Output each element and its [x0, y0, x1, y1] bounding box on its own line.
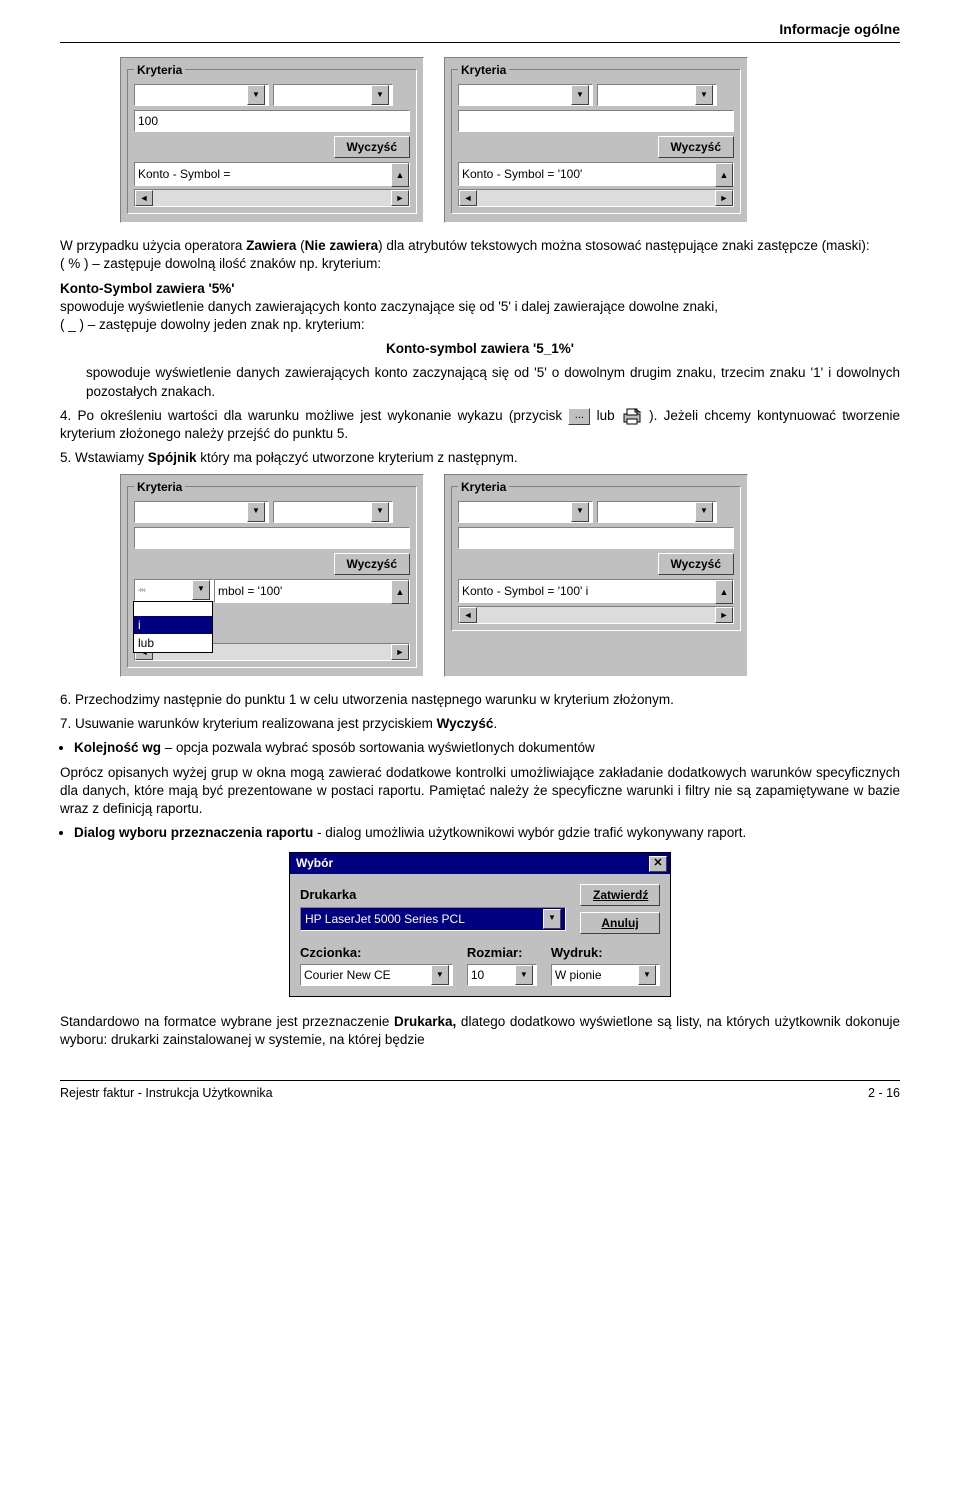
horizontal-scrollbar[interactable]: ◄ ► [134, 189, 410, 207]
criteria-listbox[interactable]: Konto - Symbol = '100' i ▲ [458, 579, 734, 603]
close-icon[interactable]: ✕ [649, 856, 667, 872]
selected-option [138, 588, 146, 592]
criteria-text: Konto - Symbol = '100' i [462, 583, 588, 599]
chevron-down-icon[interactable]: ▼ [571, 502, 589, 522]
attribute-combo[interactable]: ▼ [134, 84, 269, 106]
value-input[interactable] [458, 110, 734, 132]
clear-button[interactable]: Wyczyść [658, 136, 734, 158]
paragraph-2: Konto-Symbol zawiera '5%' spowoduje wyśw… [60, 280, 900, 335]
criteria-listbox[interactable]: mbol = '100' ▲ [214, 579, 410, 603]
chevron-down-icon[interactable]: ▼ [247, 85, 265, 105]
czcionka-label: Czcionka: [300, 944, 453, 962]
attribute-combo[interactable]: ▼ [458, 84, 593, 106]
bullet-dialog: Dialog wyboru przeznaczenia raportu - di… [74, 824, 900, 842]
rozmiar-label: Rozmiar: [467, 944, 537, 962]
panel-row-mid: Kryteria ▼ ▼ Wyczyść ▼ i lub [120, 474, 900, 677]
paragraph-1: W przypadku użycia operatora Zawiera (Ni… [60, 237, 900, 273]
horizontal-scrollbar[interactable]: ◄ ► [458, 606, 734, 624]
page-header: Informacje ogólne [60, 20, 900, 43]
chevron-down-icon[interactable]: ▼ [695, 502, 713, 522]
chevron-down-icon[interactable]: ▼ [247, 502, 265, 522]
printer-select[interactable]: HP LaserJet 5000 Series PCL ▼ [300, 907, 566, 931]
chevron-down-icon[interactable]: ▼ [371, 85, 389, 105]
option-lub[interactable]: lub [134, 634, 212, 652]
cancel-button[interactable]: Anuluj [580, 912, 660, 934]
value-input[interactable] [458, 527, 734, 549]
font-combo[interactable]: Courier New CE▼ [300, 964, 453, 986]
print-icon [621, 407, 643, 425]
legend: Kryteria [134, 479, 185, 495]
scroll-up-icon[interactable]: ▲ [715, 163, 733, 187]
chevron-down-icon[interactable]: ▼ [192, 580, 210, 600]
scroll-up-icon[interactable]: ▲ [715, 580, 733, 604]
wybor-dialog: Wybór ✕ Drukarka HP LaserJet 5000 Series… [289, 852, 671, 997]
item-7: 7. Usuwanie warunków kryterium realizowa… [60, 715, 900, 733]
orientation-combo[interactable]: W pionie▼ [551, 964, 660, 986]
legend: Kryteria [458, 62, 509, 78]
chevron-down-icon[interactable]: ▼ [571, 85, 589, 105]
chevron-down-icon[interactable]: ▼ [695, 85, 713, 105]
footer-left: Rejestr faktur - Instrukcja Użytkownika [60, 1085, 273, 1102]
scroll-right-icon[interactable]: ► [391, 190, 409, 206]
clear-button[interactable]: Wyczyść [658, 553, 734, 575]
attribute-combo[interactable]: ▼ [458, 501, 593, 523]
scroll-right-icon[interactable]: ► [715, 607, 733, 623]
legend: Kryteria [134, 62, 185, 78]
scroll-right-icon[interactable]: ► [391, 644, 409, 660]
kryteria-panel-right-2: Kryteria ▼ ▼ Wyczyść Konto - Symbol = '1… [444, 474, 748, 677]
titlebar: Wybór ✕ [290, 853, 670, 873]
kryteria-panel-left-1: Kryteria ▼ ▼ 100 Wyczyść Konto - Symbol … [120, 57, 424, 223]
criteria-text: Konto - Symbol = '100' [462, 166, 582, 182]
criteria-text: Konto - Symbol = [138, 166, 230, 182]
dialog-title: Wybór [296, 855, 333, 871]
legend: Kryteria [458, 479, 509, 495]
value-input[interactable] [134, 527, 410, 549]
operator-combo[interactable]: ▼ [597, 84, 717, 106]
clear-button[interactable]: Wyczyść [334, 553, 410, 575]
chevron-down-icon[interactable]: ▼ [371, 502, 389, 522]
scroll-left-icon[interactable]: ◄ [135, 190, 153, 206]
panel-row-top: Kryteria ▼ ▼ 100 Wyczyść Konto - Symbol … [120, 57, 900, 223]
clear-button[interactable]: Wyczyść [334, 136, 410, 158]
criteria-text: mbol = '100' [218, 583, 282, 599]
conjunction-combo[interactable]: ▼ i lub [134, 579, 214, 603]
kryteria-panel-right-1: Kryteria ▼ ▼ Wyczyść Konto - Symbol = '1… [444, 57, 748, 223]
chevron-down-icon[interactable]: ▼ [638, 965, 656, 985]
value-input[interactable]: 100 [134, 110, 410, 132]
item-4: 4. Po określeniu wartości dla warunku mo… [60, 407, 900, 444]
chevron-down-icon[interactable]: ▼ [515, 965, 533, 985]
criteria-listbox[interactable]: Konto - Symbol = ▲ [134, 162, 410, 186]
scroll-up-icon[interactable]: ▲ [391, 580, 409, 604]
printer-value: HP LaserJet 5000 Series PCL [305, 911, 465, 927]
criteria-listbox[interactable]: Konto - Symbol = '100' ▲ [458, 162, 734, 186]
kryteria-panel-left-2: Kryteria ▼ ▼ Wyczyść ▼ i lub [120, 474, 424, 677]
scroll-right-icon[interactable]: ► [715, 190, 733, 206]
horizontal-scrollbar[interactable]: ◄ ► [458, 189, 734, 207]
chevron-down-icon[interactable]: ▼ [431, 965, 449, 985]
paragraph-3-rest: spowoduje wyświetlenie danych zawierając… [86, 364, 900, 400]
bullet-kolejnosc: Kolejność wg – opcja pozwala wybrać spos… [74, 739, 900, 757]
dropdown-list[interactable]: i lub [133, 601, 213, 653]
drukarka-label: Drukarka [300, 886, 566, 904]
option-i[interactable]: i [134, 616, 212, 634]
scroll-left-icon[interactable]: ◄ [459, 607, 477, 623]
scroll-left-icon[interactable]: ◄ [459, 190, 477, 206]
attribute-combo[interactable]: ▼ [134, 501, 269, 523]
operator-combo[interactable]: ▼ [273, 501, 393, 523]
size-combo[interactable]: 10▼ [467, 964, 537, 986]
page-footer: Rejestr faktur - Instrukcja Użytkownika … [60, 1080, 900, 1102]
scroll-up-icon[interactable]: ▲ [391, 163, 409, 187]
operator-combo[interactable]: ▼ [273, 84, 393, 106]
wydruk-label: Wydruk: [551, 944, 660, 962]
item-5: 5. Wstawiamy Spójnik który ma połączyć u… [60, 449, 900, 467]
chevron-down-icon[interactable]: ▼ [543, 909, 561, 929]
footer-right: 2 - 16 [868, 1085, 900, 1102]
paragraph-post-bullet: Oprócz opisanych wyżej grup w okna mogą … [60, 764, 900, 819]
operator-combo[interactable]: ▼ [597, 501, 717, 523]
paragraph-end: Standardowo na formatce wybrane jest prz… [60, 1013, 900, 1049]
confirm-button[interactable]: Zatwierdź [580, 884, 660, 906]
paragraph-3-center: Konto-symbol zawiera '5_1%' [60, 340, 900, 358]
item-6: 6. Przechodzimy następnie do punktu 1 w … [60, 691, 900, 709]
dots-button-icon: ... [568, 408, 590, 425]
